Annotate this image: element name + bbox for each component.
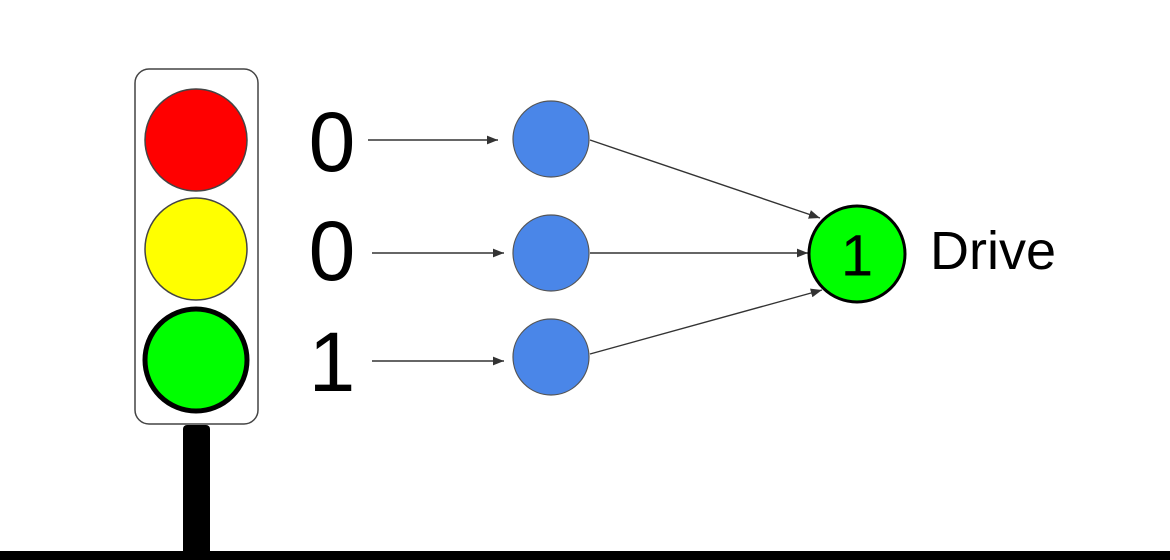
hidden-node-3 (512, 318, 590, 396)
traffic-light (134, 68, 259, 558)
hidden-to-output-arrow-1 (589, 139, 821, 219)
ground-line (0, 551, 1170, 560)
output-value: 1 (841, 224, 873, 289)
traffic-light-pole (183, 425, 210, 558)
green-lamp (142, 306, 250, 414)
red-lamp (144, 88, 248, 192)
hidden-to-output-arrow-3 (589, 288, 823, 355)
output-label: Drive (930, 221, 1056, 281)
yellow-lamp (144, 197, 248, 301)
input-value-3: 1 (309, 315, 356, 409)
hidden-node-2 (512, 214, 590, 292)
input-value-1: 0 (309, 95, 356, 189)
input-value-2: 0 (309, 204, 356, 298)
output-node (807, 204, 907, 304)
hidden-node-1 (512, 100, 590, 178)
